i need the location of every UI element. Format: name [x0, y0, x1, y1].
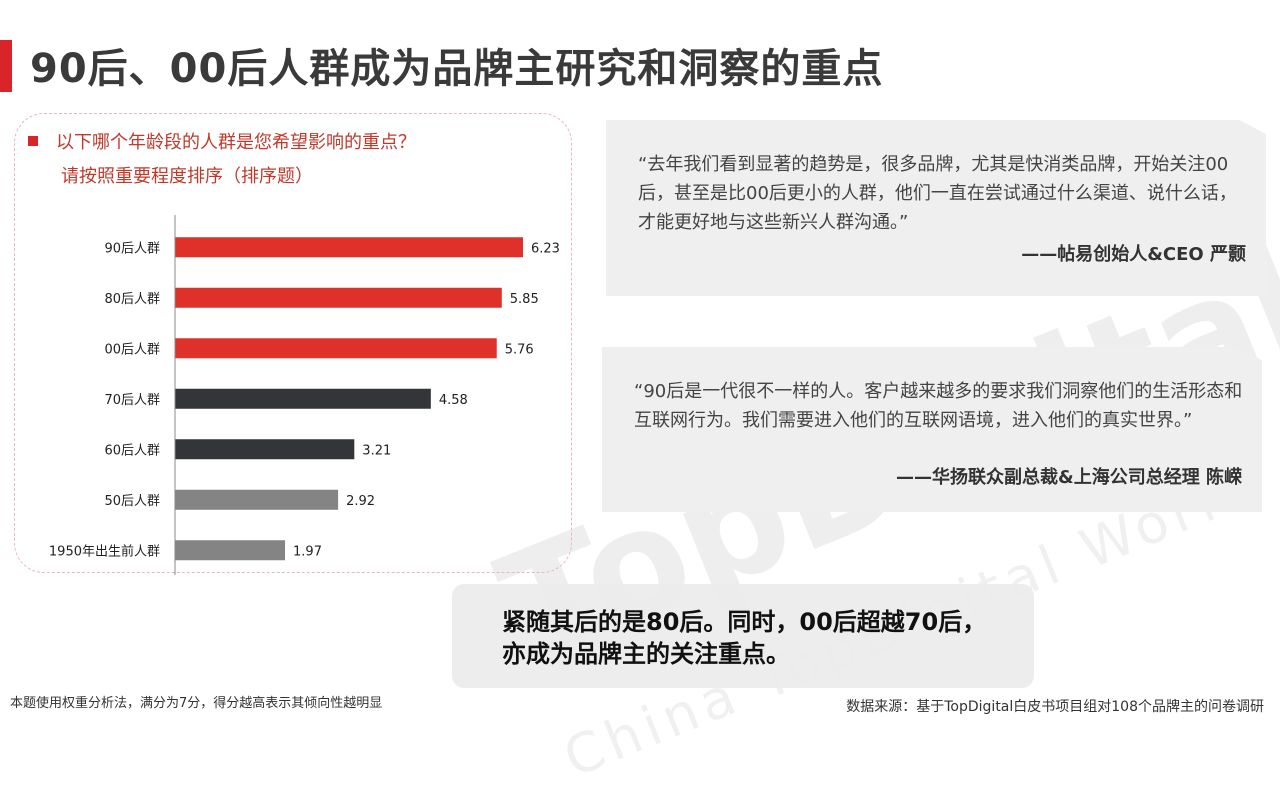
value-label-7: 1.97	[293, 544, 322, 559]
quote-card-1: “去年我们看到显著的趋势是，很多品牌，尤其是快消类品牌，开始关注00后，甚至是比…	[606, 120, 1266, 296]
bar-1	[175, 237, 523, 258]
title-accent-bar	[0, 40, 12, 92]
category-label-7: 1950年出生前人群	[49, 543, 160, 559]
category-label-5: 60后人群	[104, 443, 160, 458]
category-label-2: 80后人群	[104, 292, 160, 307]
summary-text: 紧随其后的是80后。同时，00后超越70后，亦成为品牌主的关注重点。	[502, 608, 987, 668]
chart-panel	[14, 113, 572, 573]
category-label-3: 00后人群	[104, 342, 160, 357]
data-source: 数据来源：基于TopDigital白皮书项目组对108个品牌主的问卷调研	[846, 699, 1264, 715]
value-label-1: 6.23	[531, 241, 560, 256]
bar-3	[175, 338, 497, 359]
quote-1-author: ——帖易创始人&CEO 严颢	[1021, 244, 1246, 265]
square-bullet-icon	[28, 136, 38, 146]
bar-chart: 90后人群 6.23 80后人群 5.85 00后人群 5.76 70后人群 4.58 60后人…	[20, 215, 580, 584]
bar-6	[175, 489, 339, 510]
summary-callout: 紧随其后的是80后。同时，00后超越70后，亦成为品牌主的关注重点。	[452, 584, 1034, 688]
methodology-footnote: 本题使用权重分析法，满分为7分，得分越高表示其倾向性越明显	[10, 696, 383, 711]
category-label-6: 50后人群	[104, 494, 160, 509]
quote-card-2: “90后是一代很不一样的人。客户越来越多的要求我们洞察他们的生活形态和互联网行为…	[602, 347, 1262, 512]
quote-1-text: “去年我们看到显著的趋势是，很多品牌，尤其是快消类品牌，开始关注00后，甚至是比…	[638, 154, 1237, 233]
survey-question: 以下哪个年龄段的人群是您希望影响的重点？ 请按照重要程度排序（排序题）	[28, 126, 416, 194]
bar-chart-svg: 90后人群 6.23 80后人群 5.85 00后人群 5.76 70后人群 4.58 60后人…	[49, 215, 560, 575]
category-label-1: 90后人群	[104, 241, 160, 256]
page-title: 90后、00后人群成为品牌主研究和洞察的重点	[30, 46, 884, 92]
bar-7	[175, 540, 286, 561]
question-line-1: 以下哪个年龄段的人群是您希望影响的重点？	[56, 132, 416, 153]
bar-4	[175, 388, 431, 409]
value-label-5: 3.21	[362, 443, 391, 458]
bar-5	[175, 439, 355, 460]
value-label-2: 5.85	[510, 292, 539, 307]
question-line-2: 请按照重要程度排序（排序题）	[61, 166, 313, 187]
value-label-6: 2.92	[346, 494, 375, 509]
quote-2-author: ——华扬联众副总裁&上海公司总经理 陈嵘	[896, 467, 1242, 488]
category-label-4: 70后人群	[104, 393, 160, 408]
bar-2	[175, 287, 502, 308]
quote-2-text: “90后是一代很不一样的人。客户越来越多的要求我们洞察他们的生活形态和互联网行为…	[634, 381, 1243, 431]
value-label-4: 4.58	[439, 393, 468, 408]
value-label-3: 5.76	[505, 342, 534, 357]
